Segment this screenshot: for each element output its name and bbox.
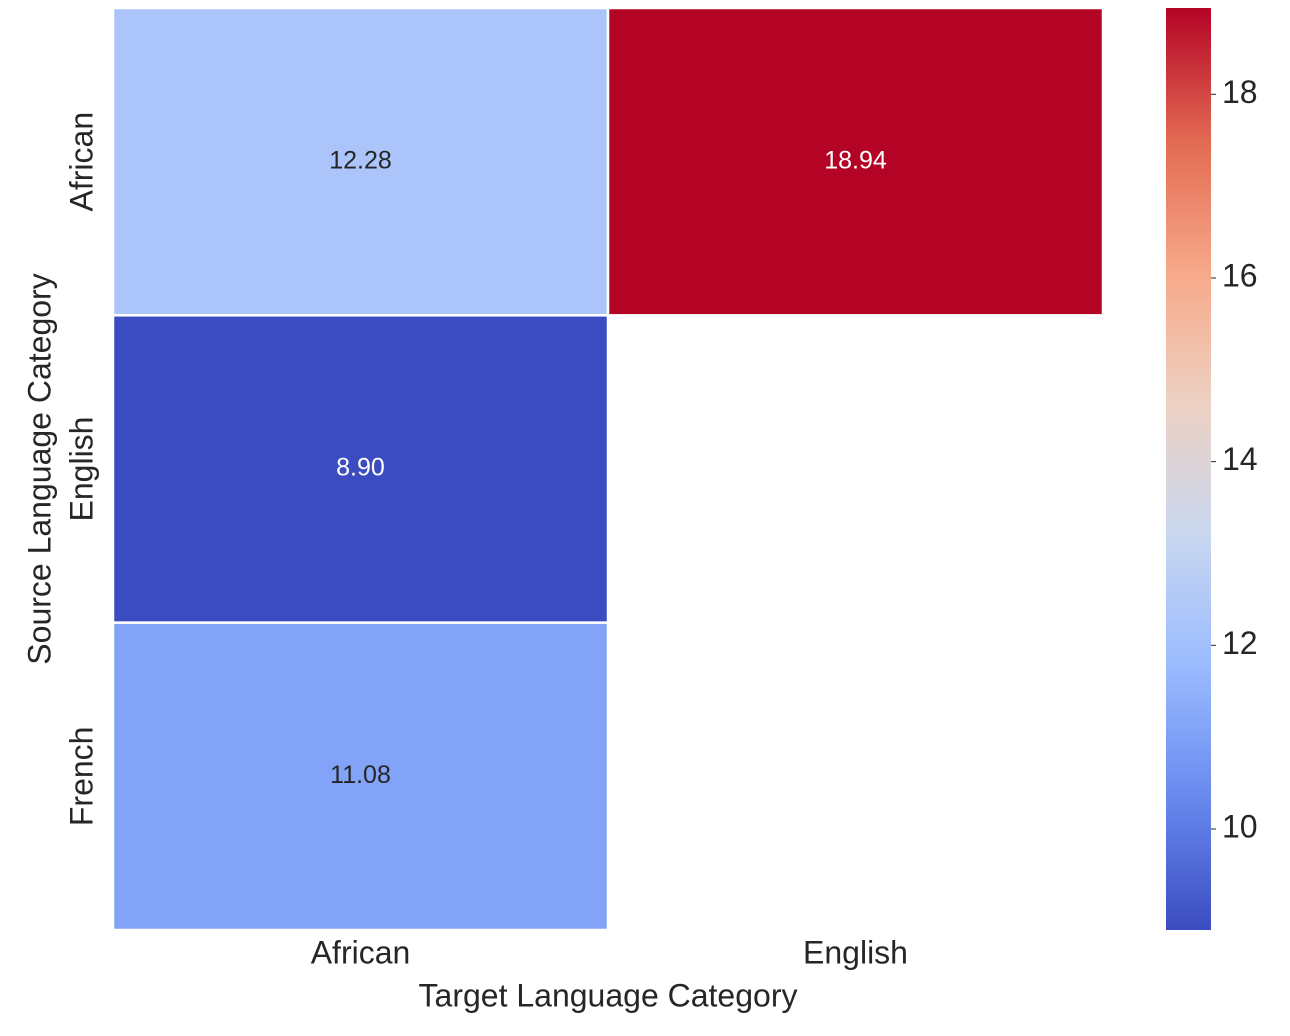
x-tick-label: English: [803, 934, 908, 970]
cell-label: 8.90: [336, 454, 385, 482]
colorbar-tick-label: 14: [1222, 441, 1258, 477]
cell-label: 12.28: [329, 146, 392, 174]
y-axis-label: Source Language Category: [21, 273, 57, 664]
y-tick-label: French: [63, 727, 99, 827]
x-tick-label: African: [311, 934, 411, 970]
colorbar-tick-label: 10: [1222, 808, 1258, 844]
colorbar: [1166, 8, 1211, 930]
y-tick-label: African: [63, 112, 99, 212]
colorbar-tick-label: 12: [1222, 625, 1258, 661]
y-tick-label: English: [63, 417, 99, 522]
x-axis-label: Target Language Category: [419, 977, 798, 1013]
heatmap-cell: [111, 6, 610, 317]
heatmap-cell: [111, 314, 610, 624]
cell-label: 11.08: [330, 761, 391, 789]
heatmap-cell: [606, 6, 1105, 317]
colorbar-tick-label: 18: [1222, 74, 1258, 110]
colorbar-tick-label: 16: [1222, 257, 1258, 293]
cell-label: 18.94: [824, 146, 887, 174]
heatmap-cell: [111, 621, 610, 932]
